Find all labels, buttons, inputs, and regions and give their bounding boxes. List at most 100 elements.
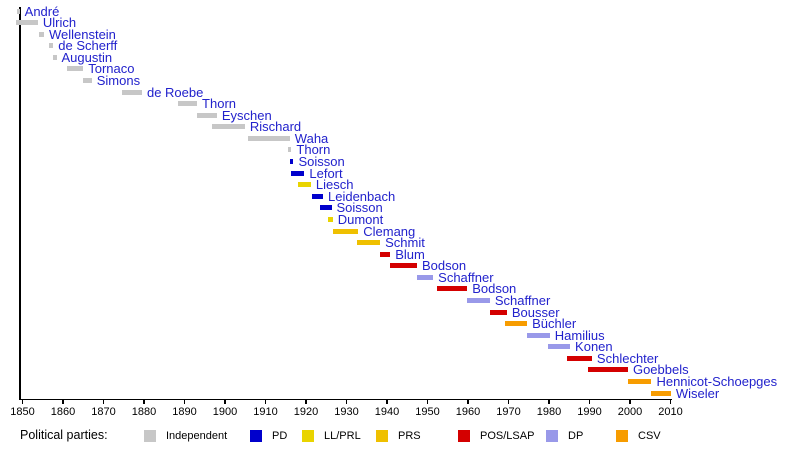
legend-swatch-independent (144, 430, 156, 442)
y-axis-line (19, 7, 21, 399)
person-label: Blum (395, 246, 425, 262)
person-label: Leidenbach (328, 188, 396, 204)
legend-label: CSV (638, 430, 661, 442)
person-label: Soisson (336, 200, 383, 216)
axis-tick-label: 1850 (10, 406, 35, 418)
legend-label: LL/PRL (324, 430, 361, 442)
timeline-bar (291, 170, 305, 176)
timeline-bar (380, 251, 391, 257)
timeline-bar (177, 101, 198, 107)
person-label: Goebbels (632, 362, 689, 378)
timeline-bar (357, 240, 381, 246)
axis-tick (143, 399, 145, 404)
axis-tick-label: 1930 (334, 406, 359, 418)
timeline-bar (651, 390, 671, 396)
axis-tick (102, 399, 105, 404)
timeline-bar (332, 228, 359, 234)
legend-label: PD (272, 430, 288, 442)
axis-tick (548, 399, 550, 404)
person-label: Waha (294, 130, 329, 146)
axis-tick-label: 1950 (415, 406, 440, 418)
legend-title: Political parties: (20, 428, 108, 442)
timeline-bar (197, 112, 217, 118)
axis-tick-label: 1940 (374, 406, 400, 418)
person-label: Bodson (421, 258, 467, 274)
axis-tick (224, 399, 226, 404)
axis-tick (183, 399, 186, 404)
timeline-bar (319, 205, 332, 211)
timeline-bar (39, 31, 44, 37)
legend-label: POS/LSAP (480, 430, 535, 442)
timeline-bar (16, 8, 20, 14)
axis-tick-label: 1870 (91, 406, 116, 418)
timeline-bar (287, 147, 292, 153)
timeline-bar (311, 193, 323, 199)
person-label: Thorn (296, 142, 331, 158)
axis-tick (386, 399, 388, 404)
person-label: Büchler (532, 316, 577, 332)
axis-tick-label: 2010 (658, 406, 683, 418)
timeline-bar (212, 124, 245, 130)
axis-tick (305, 399, 307, 404)
legend-swatch-pd (250, 430, 262, 442)
timeline-bar (390, 263, 417, 269)
axis-tick-label: 1960 (455, 406, 481, 418)
timeline-bar (527, 332, 550, 338)
axis-tick-label: 1890 (172, 406, 197, 418)
axis-tick (21, 399, 24, 404)
legend-swatch-dp (546, 430, 558, 442)
axis-tick-label: 1860 (50, 406, 76, 418)
person-label: de Scherff (58, 38, 118, 54)
timeline-bar (489, 309, 507, 315)
person-label: Wellenstein (48, 26, 116, 42)
axis-tick-label: 1910 (253, 406, 278, 418)
axis-tick (467, 399, 469, 404)
legend-swatch-ll-prl (302, 430, 314, 442)
axis-tick (264, 399, 267, 404)
person-label: Liesch (315, 177, 354, 193)
person-label: Ulrich (42, 15, 77, 31)
axis-tick-label: 1900 (212, 406, 238, 418)
axis-tick (345, 399, 348, 404)
person-label: Rischard (249, 119, 302, 135)
axis-tick (507, 399, 510, 404)
timeline-bar (627, 379, 652, 385)
legend-swatch-csv (616, 430, 628, 442)
person-label: Konen (575, 339, 613, 355)
person-label: André (24, 3, 60, 19)
timeline-bar (437, 286, 468, 292)
person-label: Thorn (202, 96, 237, 112)
timeline-bar (248, 135, 290, 141)
axis-tick-label: 2000 (617, 406, 643, 418)
person-label: Schlechter (596, 350, 659, 366)
legend-swatch-prs (376, 430, 388, 442)
axis-tick (426, 399, 429, 404)
person-label: Clemang (363, 223, 416, 239)
axis-tick-label: 1990 (577, 406, 602, 418)
timeline-bar (548, 344, 571, 350)
timeline-bar (416, 274, 434, 280)
legend-label: Independent (166, 430, 228, 442)
timeline-bar (504, 321, 528, 327)
timeline-bar (297, 182, 311, 188)
person-label: Soisson (298, 154, 345, 170)
timeline-bar (467, 298, 490, 303)
timeline-bar (83, 77, 92, 83)
axis-tick (62, 399, 64, 404)
person-label: Eyschen (221, 107, 272, 123)
axis-tick-label: 1980 (536, 406, 562, 418)
timeline-bar (16, 20, 38, 26)
axis-tick (669, 399, 672, 404)
person-label: Dumont (337, 211, 384, 227)
timeline-bar (328, 216, 333, 222)
person-label: Hennicot-Schoepges (656, 374, 778, 390)
person-label: Simons (96, 72, 141, 88)
person-label: Hamilius (554, 327, 605, 343)
timeline-bar (53, 54, 57, 60)
axis-tick-label: 1970 (496, 406, 521, 418)
person-label: Bousser (511, 304, 560, 320)
person-label: Schaffner (438, 269, 494, 285)
timeline-bar (587, 367, 628, 373)
axis-tick (629, 399, 631, 404)
